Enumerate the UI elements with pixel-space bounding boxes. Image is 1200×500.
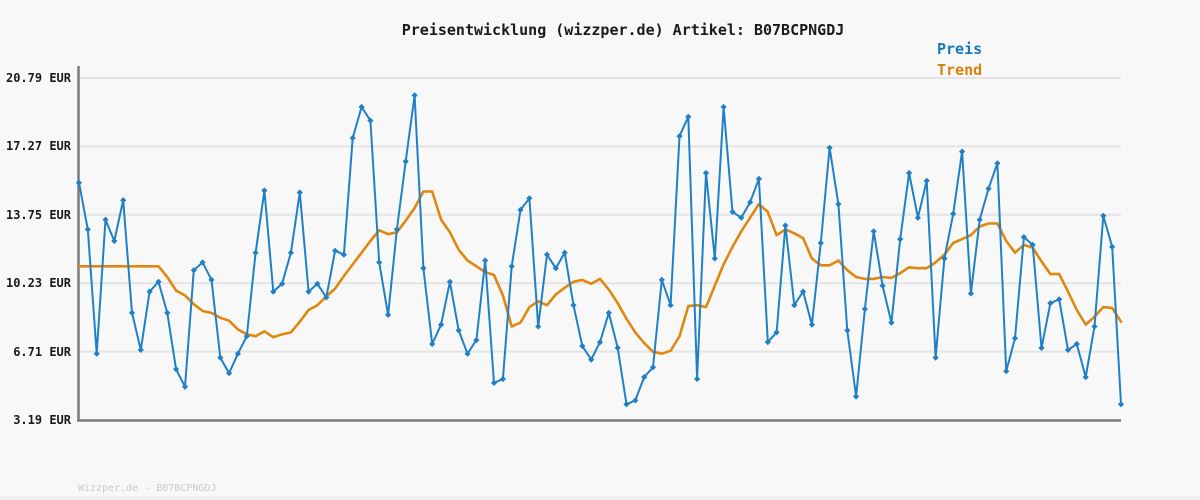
y-axis-tick-label: 3.19 EUR [13,413,71,427]
watermark-footer: Wizzper.de - B07BCPNGDJ [78,483,217,494]
page-title: Preisentwicklung (wizzper.de) Artikel: B… [401,21,845,39]
chart-legend: Preis Trend [937,39,982,81]
trend-line [77,190,1123,355]
y-axis-tick-label: 10.23 EUR [5,276,71,291]
axes [77,66,1121,422]
y-axis-tick-label: 6.71 EUR [13,344,71,359]
y-axis-tick-label: 17.27 EUR [5,139,71,154]
price-markers [75,92,1125,408]
y-axis-tick-label: 13.75 EUR [5,207,71,222]
legend-item-trend: Trend [937,61,983,79]
price-line [78,94,1122,406]
gridlines [78,77,1121,421]
legend-item-preis: Preis [937,40,983,58]
y-axis-tick-label: 20.79 EUR [5,71,71,85]
bottom-strip [0,496,1200,500]
